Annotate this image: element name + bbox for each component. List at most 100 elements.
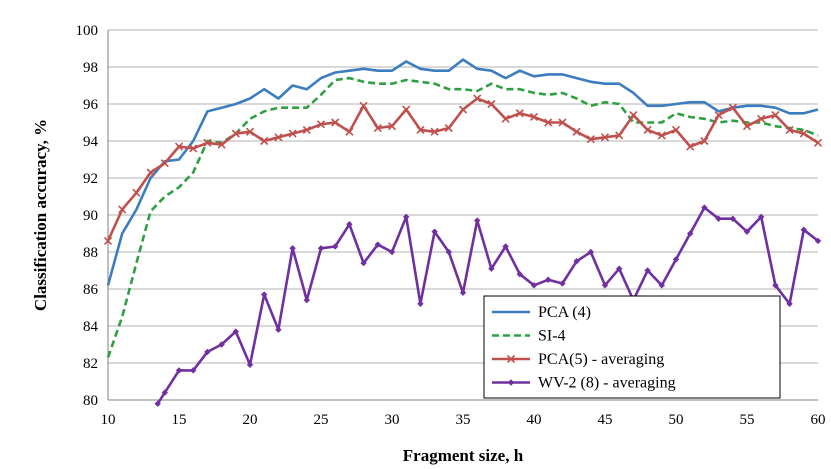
data-point-stroke (359, 101, 368, 110)
data-point (175, 367, 183, 374)
data-point (303, 296, 310, 304)
data-point (345, 127, 354, 136)
data-point-stroke (643, 125, 652, 134)
data-point (373, 123, 382, 133)
data-point (245, 127, 255, 136)
y-tick-label: 92 (83, 171, 98, 187)
y-tick-label: 82 (83, 356, 98, 372)
data-point (687, 230, 694, 237)
data-point (487, 99, 496, 109)
data-point (758, 213, 765, 221)
y-tick-label: 100 (76, 23, 99, 39)
data-point (600, 133, 610, 142)
data-point (502, 243, 509, 250)
data-point (289, 245, 296, 252)
data-point (403, 213, 410, 221)
data-point (529, 112, 539, 122)
data-point (786, 300, 793, 307)
data-point-stroke (728, 103, 737, 112)
data-point (616, 265, 623, 272)
data-point-stroke (387, 122, 397, 131)
y-axis-title: Classification accuracy, % (31, 119, 50, 311)
data-point (530, 282, 538, 289)
legend-label: PCA (4) (538, 304, 591, 321)
legend-item: SI-4 (492, 328, 566, 345)
y-tick-label: 90 (83, 208, 98, 224)
data-point-stroke (430, 127, 439, 136)
data-point (261, 291, 268, 298)
data-point (232, 328, 239, 335)
data-point (231, 129, 240, 138)
data-point (601, 282, 609, 289)
data-point (714, 111, 723, 120)
data-point-stroke (316, 120, 326, 129)
x-tick-label: 50 (669, 412, 684, 428)
data-point-stroke (274, 133, 283, 142)
data-point (545, 276, 552, 283)
data-point (701, 204, 708, 211)
data-point (572, 127, 581, 136)
data-point-stroke (203, 138, 212, 147)
data-point (544, 118, 553, 127)
data-point (686, 142, 695, 151)
data-point-stroke (260, 136, 269, 146)
data-point (204, 348, 211, 356)
data-point-stroke (473, 94, 482, 103)
data-point (814, 237, 822, 245)
data-point (785, 125, 794, 134)
data-point (459, 289, 467, 296)
data-point (573, 258, 580, 265)
data-point-stroke (757, 114, 766, 123)
data-point (346, 221, 353, 228)
data-point (444, 123, 453, 133)
data-point-stroke (515, 109, 524, 118)
data-point-stroke (174, 142, 184, 151)
data-point-stroke (671, 125, 681, 134)
data-point (288, 129, 297, 138)
x-tick-label: 45 (598, 412, 613, 428)
data-point-stroke (331, 118, 340, 127)
data-point-stroke (302, 125, 311, 134)
y-tick-label: 94 (83, 134, 99, 150)
data-point (260, 136, 269, 146)
data-point (515, 109, 524, 118)
data-point-stroke (444, 123, 453, 133)
data-point (672, 256, 680, 263)
data-point-stroke (402, 105, 411, 114)
data-point (743, 228, 751, 235)
data-point (644, 267, 651, 274)
data-point-stroke (189, 144, 198, 153)
data-point-stroke (742, 122, 752, 131)
data-point (431, 228, 438, 235)
data-point-stroke (160, 159, 169, 168)
x-axis-title: Fragment size, h (403, 446, 524, 465)
x-tick-labels: 10 15 20 25 30 35 40 45 50 55 60 (101, 412, 826, 428)
data-point (274, 133, 283, 142)
data-point (772, 282, 779, 289)
data-point-stroke (629, 111, 638, 120)
data-point (160, 159, 169, 168)
data-point (800, 226, 807, 233)
data-point (700, 136, 709, 146)
data-point (586, 135, 595, 144)
series-lines (106, 58, 819, 405)
data-point (190, 367, 197, 374)
legend-item: PCA (4) (492, 304, 591, 321)
data-point (671, 125, 681, 134)
data-point (103, 236, 113, 245)
data-point (374, 241, 381, 248)
data-point (218, 341, 225, 348)
data-point (174, 142, 184, 151)
data-point-stroke (572, 127, 581, 136)
data-point-stroke (103, 236, 113, 245)
axes (107, 30, 818, 401)
data-point (388, 248, 396, 256)
data-point (331, 118, 340, 127)
data-point (430, 127, 439, 136)
x-tick-label: 55 (740, 412, 755, 428)
y-tick-label: 88 (83, 245, 98, 261)
series-markers (103, 94, 823, 407)
y-tick-label: 98 (83, 60, 98, 76)
data-point-stroke (700, 136, 709, 146)
x-tick-label: 35 (456, 412, 471, 428)
